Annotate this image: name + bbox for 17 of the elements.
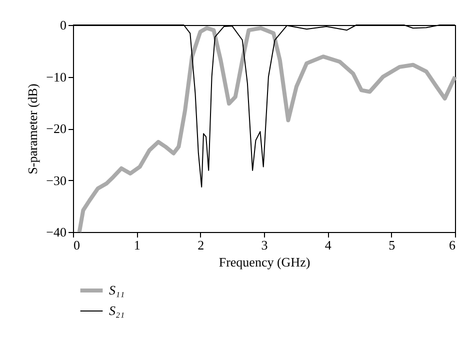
y-tick-label: −40 — [46, 224, 66, 240]
legend-label: S₂₁ — [109, 303, 125, 318]
x-tick-label: 1 — [134, 238, 140, 252]
y-tick-label: 0 — [60, 18, 66, 32]
legend-label: S₁₁ — [109, 282, 125, 298]
x-tick-label: 4 — [324, 238, 332, 252]
x-tick-label: 5 — [388, 238, 396, 252]
x-tick-label: 0 — [74, 238, 80, 252]
line-series — [77, 26, 457, 234]
x-axis-title: Frequency (GHz) — [218, 254, 310, 270]
y-tick-label: −10 — [46, 69, 66, 84]
y-tick-label: −20 — [46, 121, 66, 136]
y-axis-title: S-parameter (dB) — [25, 84, 40, 174]
y-tick-label: −30 — [46, 172, 66, 188]
x-tick-label: 6 — [449, 238, 456, 252]
x-tick-label: 2 — [198, 238, 204, 252]
x-tick-label: 3 — [261, 238, 268, 252]
